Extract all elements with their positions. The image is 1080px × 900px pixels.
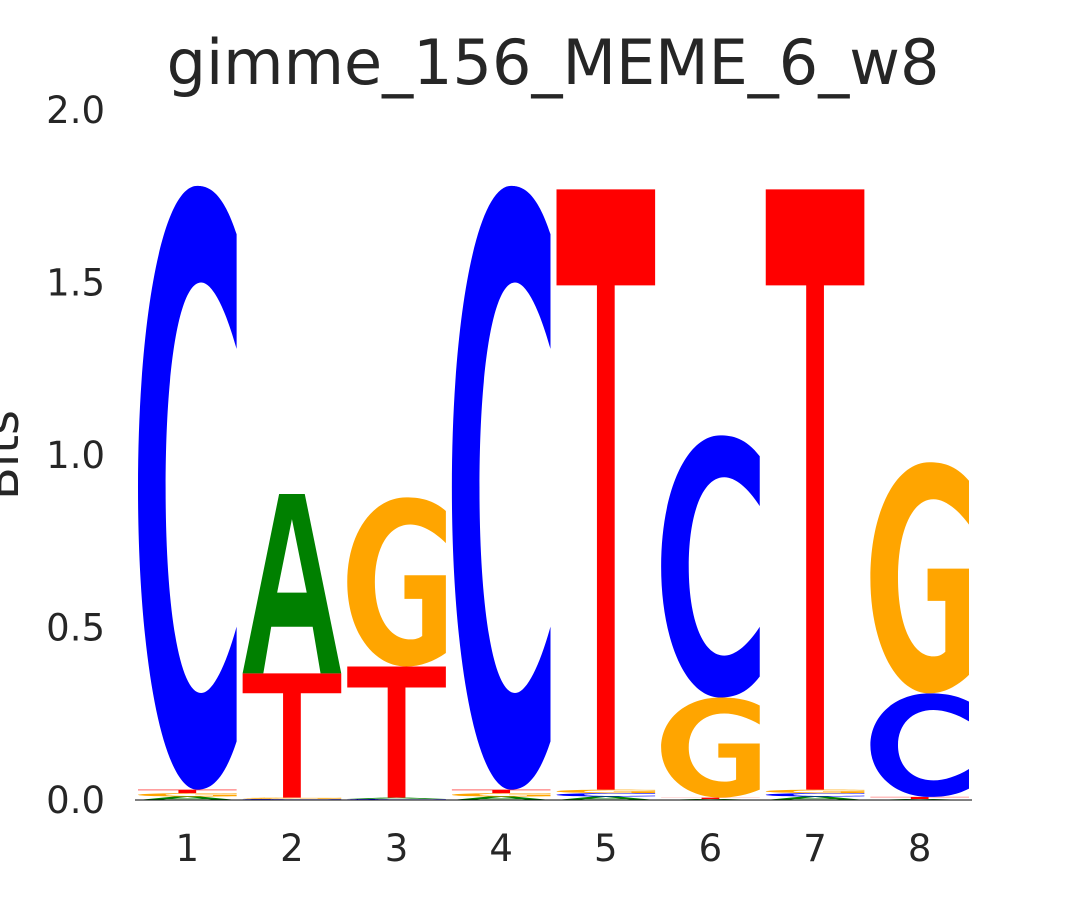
letter-A-pos-4 [451, 796, 551, 800]
letter-T-pos-2 [242, 673, 342, 798]
letter-C-pos-1 [138, 185, 237, 790]
letter-A-pos-7 [765, 796, 865, 800]
x-tick-label: 1 [176, 827, 200, 870]
y-tick-label: 1.0 [46, 434, 105, 477]
letter-T-pos-1 [138, 789, 237, 794]
x-tick-label: 2 [280, 827, 304, 870]
letter-stacks [138, 185, 969, 800]
letter-G-pos-5 [556, 789, 656, 794]
x-tick-label: 7 [803, 827, 827, 870]
x-tick-label: 3 [385, 827, 409, 870]
letter-T-pos-4 [451, 789, 551, 794]
x-tick-label: 4 [489, 827, 513, 870]
letter-G-pos-2 [242, 797, 342, 799]
x-tick-label: 5 [594, 827, 618, 870]
letter-C-pos-8 [870, 693, 969, 797]
y-tick-label: 2.0 [46, 89, 105, 132]
letter-A-pos-3 [347, 797, 446, 799]
letter-C-pos-4 [451, 185, 551, 790]
letter-G-pos-4 [451, 793, 551, 797]
letter-T-pos-3 [347, 666, 446, 798]
letter-T-pos-5 [556, 189, 656, 790]
y-tick-label: 0.0 [46, 779, 105, 822]
letter-T-pos-7 [765, 189, 865, 790]
y-tick-label: 1.5 [46, 262, 105, 305]
chart-title: gimme_156_MEME_6_w8 [167, 26, 940, 99]
letter-A-pos-5 [556, 796, 656, 800]
letter-C-pos-5 [556, 793, 656, 797]
y-tick-label: 0.5 [46, 607, 105, 650]
letter-A-pos-2 [242, 493, 342, 674]
letter-C-pos-7 [765, 793, 865, 797]
letter-T-pos-8 [870, 796, 969, 799]
x-axis-ticks: 1 2 3 4 5 6 7 8 [176, 827, 932, 870]
letter-G-pos-3 [347, 497, 446, 667]
x-tick-label: 6 [699, 827, 723, 870]
letter-G-pos-1 [138, 793, 237, 797]
letter-T-pos-6 [661, 797, 760, 799]
y-axis-label: Bits [0, 410, 30, 500]
letter-G-pos-7 [765, 789, 865, 794]
x-tick-label: 8 [908, 827, 932, 870]
letter-C-pos-6 [661, 435, 760, 698]
letter-G-pos-8 [870, 462, 969, 694]
letter-A-pos-1 [138, 796, 237, 800]
y-axis-ticks: 0.0 0.5 1.0 1.5 2.0 [46, 89, 105, 822]
letter-G-pos-6 [661, 697, 760, 798]
